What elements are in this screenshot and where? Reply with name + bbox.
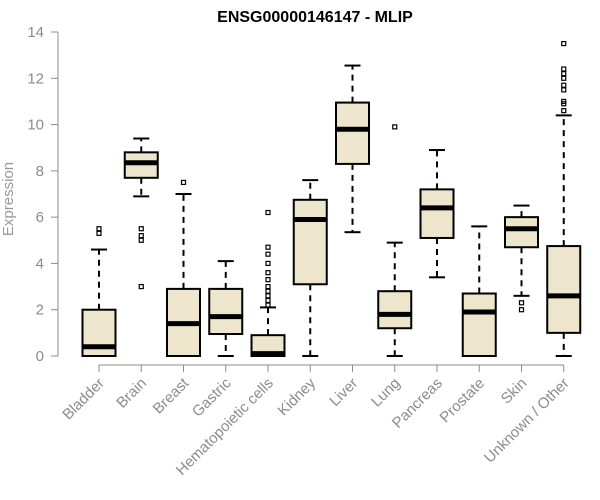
outlier-point <box>265 283 271 290</box>
outlier-point <box>265 293 271 299</box>
y-tick-label: 6 <box>36 209 44 226</box>
box-iqr <box>377 290 413 330</box>
y-tick-label: 2 <box>36 302 44 319</box>
outlier-point <box>392 124 398 130</box>
outlier-point <box>561 66 567 72</box>
y-tick-label: 4 <box>36 255 44 272</box>
box-11 <box>546 40 582 357</box>
x-tick-label: Skin <box>498 375 531 408</box>
outlier-point <box>265 244 271 250</box>
box-iqr <box>419 188 455 239</box>
outlier-point <box>138 237 144 243</box>
y-tick-label: 12 <box>27 70 44 87</box>
x-tick-label: Kidney <box>275 374 320 419</box>
box-iqr <box>504 216 539 249</box>
y-tick-label: 14 <box>27 24 44 41</box>
outlier-point <box>265 277 271 283</box>
y-tick-label: 8 <box>36 163 44 180</box>
box-iqr <box>461 292 497 357</box>
outlier-point <box>265 209 271 216</box>
outlier-point <box>138 226 144 232</box>
box-7 <box>377 124 413 357</box>
box-0 <box>81 226 117 358</box>
box-5 <box>292 179 328 357</box>
box-iqr <box>208 287 244 336</box>
outlier-point <box>561 40 567 47</box>
outlier-point <box>265 297 271 304</box>
box-iqr <box>546 245 582 334</box>
y-axis-label: Expression <box>0 162 17 236</box>
outlier-point <box>561 75 567 81</box>
box-10 <box>504 204 539 313</box>
outlier-point <box>561 98 567 105</box>
outlier-point <box>138 283 144 290</box>
chart-title: ENSG00000146147 - MLIP <box>217 9 413 26</box>
outlier-point <box>265 270 271 276</box>
outlier-point <box>96 230 102 236</box>
outlier-point <box>265 260 271 267</box>
x-tick-label: Bladder <box>59 375 108 424</box>
x-tick-label: Liver <box>326 375 361 410</box>
x-tick-label: Prostate <box>437 375 489 427</box>
outlier-point <box>561 108 567 114</box>
box-8 <box>419 149 455 279</box>
outlier-point <box>518 300 525 306</box>
outlier-point <box>265 302 271 308</box>
outlier-point <box>265 288 271 294</box>
box-iqr <box>292 198 328 286</box>
box-1 <box>123 137 159 290</box>
y-axis: 0 2 4 6 8 10 12 14 <box>27 24 59 365</box>
x-tick-label: Lung <box>368 375 404 411</box>
box-iqr <box>335 101 370 165</box>
outlier-point <box>138 233 144 239</box>
y-tick-label: 10 <box>27 117 44 134</box>
outlier-point <box>96 226 102 232</box>
y-tick-label: 0 <box>36 348 44 365</box>
outlier-point <box>561 71 567 77</box>
box-9 <box>461 225 497 357</box>
outlier-point <box>265 251 271 257</box>
outlier-point <box>561 82 567 88</box>
outlier-point <box>180 179 187 186</box>
boxes-layer <box>81 40 582 358</box>
x-tick-label: Breast <box>150 374 193 417</box>
box-4 <box>250 209 286 357</box>
x-tick-label: Brain <box>113 375 150 412</box>
outlier-point <box>561 87 567 93</box>
box-2 <box>166 179 201 357</box>
box-3 <box>208 260 244 357</box>
outlier-point <box>518 307 525 313</box>
box-6 <box>335 64 370 234</box>
